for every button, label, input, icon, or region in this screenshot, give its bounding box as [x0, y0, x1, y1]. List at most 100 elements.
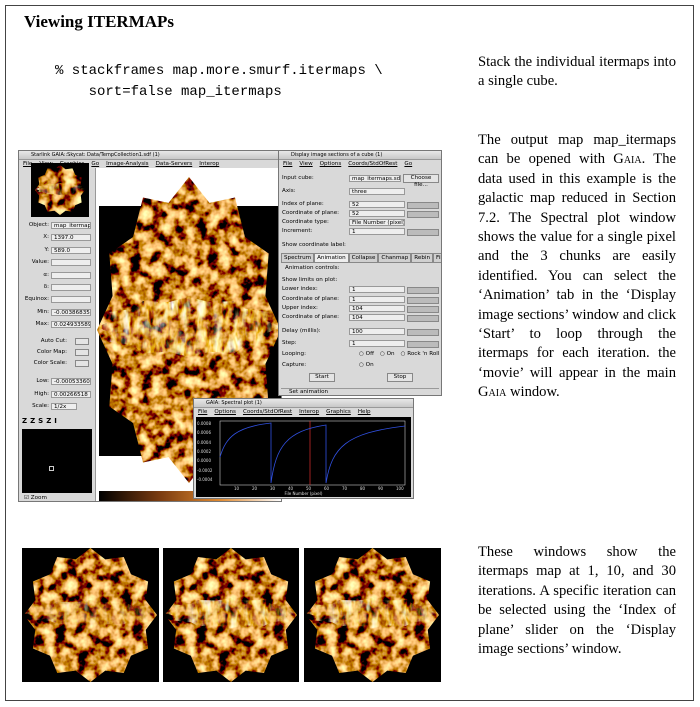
menu-item[interactable]: Interop — [199, 161, 220, 167]
field-box[interactable]: 1397.0 — [51, 234, 91, 242]
y-tick-label: 0.0006 — [197, 430, 211, 436]
menu-item[interactable]: File — [23, 161, 33, 167]
menu-bar: File Options Coords/StdOfRest Interop Graphi… — [194, 408, 413, 416]
field-label: Upper index: — [282, 305, 318, 311]
menu-bar: File View Options Coords/StdOfRest Go — [279, 160, 441, 168]
field-box[interactable] — [51, 259, 91, 267]
field-label: Equinox: — [24, 296, 49, 303]
menu-button[interactable] — [75, 349, 89, 356]
field-box[interactable]: three — [349, 188, 405, 195]
tab[interactable]: Filter — [433, 253, 441, 263]
field-box[interactable]: 104 — [349, 314, 405, 321]
field-box[interactable]: map_itermaps — [51, 222, 91, 229]
field-box[interactable]: 100 — [349, 328, 405, 335]
menu-item[interactable]: Image-Analysis — [106, 161, 149, 167]
menu-item[interactable]: Interop — [299, 409, 320, 415]
field-label: Coordinate of plane: — [282, 296, 340, 302]
radio-group[interactable]: ○ Off ○ On ○ Rock 'n Roll — [359, 351, 439, 358]
x-tick-label: 20 — [252, 486, 258, 491]
radio-option[interactable]: ○ Rock 'n Roll — [400, 351, 440, 357]
field-box[interactable]: 1 — [349, 296, 405, 303]
field-box[interactable]: -0.000533602 — [51, 378, 91, 385]
plot-graphics — [219, 420, 406, 486]
group-title: Animation controls: — [285, 265, 340, 271]
section-title: Viewing ITERMAPs — [24, 12, 175, 31]
field-label: Scale: — [32, 403, 49, 409]
stop-button[interactable]: Stop — [387, 373, 413, 382]
field-box[interactable]: map_itermaps.sdf — [349, 175, 401, 182]
menu-item[interactable]: Coords/StdOfRest — [348, 161, 398, 167]
slider[interactable] — [407, 287, 439, 294]
menu-button[interactable] — [75, 360, 89, 367]
menu-item[interactable]: Data-Servers — [155, 161, 193, 167]
y-tick-label: 0.0004 — [197, 439, 211, 445]
checkbox[interactable]: ○ On — [359, 362, 374, 368]
zoom-panel — [22, 429, 92, 493]
radio-option[interactable]: ○ Off — [359, 351, 374, 357]
start-button[interactable]: Start — [309, 373, 335, 382]
iteration-map — [163, 548, 299, 682]
menu-button[interactable] — [75, 338, 89, 345]
slider[interactable] — [407, 211, 439, 218]
tab[interactable]: Spectrum — [281, 253, 315, 263]
field-box[interactable]: -0.003868357 — [51, 308, 91, 316]
slider[interactable] — [407, 329, 439, 336]
zoom-toggle[interactable]: ☑ Zoom — [24, 495, 47, 501]
menu-item[interactable]: File — [283, 161, 293, 167]
field-box[interactable]: 1 — [349, 286, 405, 293]
field-label: X: — [43, 234, 49, 241]
text-run: The output map map_itermaps can be opene… — [478, 132, 676, 168]
field-box[interactable]: 589.0 — [51, 246, 91, 254]
menu-item[interactable]: Go — [91, 161, 100, 167]
slider[interactable] — [407, 341, 439, 348]
text-run: . The data used in this example is the g… — [478, 151, 676, 381]
menu-item[interactable]: View — [299, 161, 313, 167]
field-label: Object: — [28, 222, 49, 228]
tab[interactable]: Collapse — [348, 253, 379, 263]
window-title: GAIA: Spectral plot (1) — [194, 399, 413, 408]
menu-item[interactable]: Options — [319, 161, 342, 167]
field-box[interactable]: 1/2x — [51, 403, 77, 410]
field-box[interactable]: 52 — [349, 210, 405, 217]
slider[interactable] — [407, 315, 439, 322]
field-box[interactable]: 1 — [349, 340, 405, 347]
slider[interactable] — [407, 297, 439, 304]
field-label: Index of plane: — [282, 201, 324, 207]
field-box[interactable]: 52 — [349, 201, 405, 208]
slider[interactable] — [407, 202, 439, 209]
field-box[interactable]: 0.00266518 — [51, 390, 91, 398]
paragraph: Stack the individual itermaps into a sin… — [478, 53, 676, 92]
zoom-cursor — [49, 466, 54, 471]
menu-item[interactable]: Coords/StdOfRest — [242, 409, 293, 415]
field-box[interactable]: 1 — [349, 228, 405, 235]
menu-item[interactable]: Options — [214, 409, 236, 415]
y-tick-label: 0.0002 — [197, 448, 211, 454]
iteration-map — [22, 548, 159, 682]
y-tick-label: 0.0000 — [197, 458, 211, 464]
slider[interactable] — [407, 229, 439, 236]
field-box[interactable] — [51, 296, 91, 304]
menu-item[interactable]: File — [198, 409, 208, 415]
option-label: On — [386, 351, 395, 357]
field-box[interactable] — [51, 284, 91, 291]
tab[interactable]: Animation — [314, 253, 349, 263]
field-label: Lower index: — [282, 286, 318, 292]
field-label: Show limits on plot: — [282, 277, 338, 283]
option-label: Rock 'n Roll — [407, 351, 440, 357]
menu-item[interactable]: Go — [404, 161, 413, 167]
tab[interactable]: Rebin — [411, 253, 434, 263]
choose-button[interactable]: Choose file... — [403, 174, 439, 188]
field-label: δ: — [43, 284, 49, 290]
radio-option[interactable]: ○ On — [379, 351, 395, 357]
slider[interactable] — [407, 306, 439, 313]
field-box[interactable]: 104 — [349, 305, 405, 312]
field-box[interactable] — [51, 271, 91, 279]
field-label: Delay (millis): — [282, 328, 321, 334]
tab[interactable]: Chanmap — [378, 253, 412, 263]
field-label: α: — [43, 271, 49, 278]
field-label: Capture: — [282, 362, 307, 368]
menu-item[interactable]: Help — [357, 409, 371, 415]
field-box[interactable]: File Number (pixel) — [349, 219, 405, 226]
menu-item[interactable]: Graphics — [326, 409, 351, 415]
field-box[interactable]: 0.024933589 — [51, 321, 91, 329]
